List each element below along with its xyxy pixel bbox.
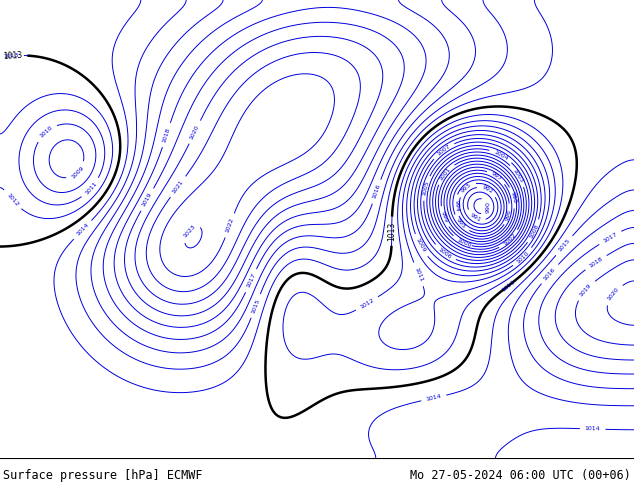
Text: 1004: 1004 <box>493 149 509 161</box>
Text: 1014: 1014 <box>585 426 600 432</box>
Text: 990: 990 <box>486 201 491 213</box>
Text: 1003: 1003 <box>512 168 524 183</box>
Text: 1017: 1017 <box>245 272 257 289</box>
Text: 1005: 1005 <box>422 180 430 196</box>
Text: 1008: 1008 <box>528 223 540 239</box>
Text: 1017: 1017 <box>602 231 618 244</box>
Text: 1019: 1019 <box>579 283 593 297</box>
Text: 1006: 1006 <box>437 246 453 260</box>
Text: 1015: 1015 <box>557 238 571 253</box>
Text: 1014: 1014 <box>425 394 442 402</box>
Text: 1013: 1013 <box>3 53 19 59</box>
Text: 998: 998 <box>510 191 517 204</box>
Text: 1016: 1016 <box>372 183 382 200</box>
Text: 1018: 1018 <box>162 127 171 143</box>
Text: 1009: 1009 <box>70 165 85 180</box>
Text: 1014: 1014 <box>75 222 90 237</box>
Text: 1013: 1013 <box>387 221 396 241</box>
Text: 1019: 1019 <box>141 192 153 208</box>
Text: 1018: 1018 <box>588 256 604 269</box>
Text: 1013: 1013 <box>501 279 516 293</box>
Text: Mo 27-05-2024 06:00 UTC (00+06): Mo 27-05-2024 06:00 UTC (00+06) <box>410 469 631 482</box>
Text: 994: 994 <box>453 199 459 212</box>
Text: 999: 999 <box>439 210 448 223</box>
Text: 1007: 1007 <box>436 144 451 157</box>
Text: 1023: 1023 <box>182 224 196 239</box>
Text: 1013: 1013 <box>3 51 23 61</box>
Text: 1010: 1010 <box>39 125 53 139</box>
Text: 1001: 1001 <box>438 166 452 181</box>
Text: 1011: 1011 <box>84 181 98 196</box>
Text: 1012: 1012 <box>6 192 20 207</box>
Text: 1009: 1009 <box>415 238 427 254</box>
Text: 1011: 1011 <box>413 266 424 282</box>
Text: 1002: 1002 <box>502 233 517 247</box>
Text: 1015: 1015 <box>250 298 261 314</box>
Text: 996: 996 <box>505 208 512 220</box>
Text: 992: 992 <box>481 185 494 195</box>
Text: 995: 995 <box>455 218 467 230</box>
Text: 1012: 1012 <box>359 297 375 310</box>
Text: 1021: 1021 <box>171 179 184 195</box>
Text: 993: 993 <box>460 182 472 194</box>
Text: 1010: 1010 <box>515 250 530 264</box>
Text: 1000: 1000 <box>456 237 472 248</box>
Text: 1020: 1020 <box>607 287 620 302</box>
Text: 1022: 1022 <box>224 217 235 234</box>
Text: 991: 991 <box>469 213 481 223</box>
Text: 1016: 1016 <box>543 267 557 281</box>
Text: 1020: 1020 <box>189 124 200 140</box>
Text: 997: 997 <box>490 171 503 182</box>
Text: Surface pressure [hPa] ECMWF: Surface pressure [hPa] ECMWF <box>3 469 203 482</box>
